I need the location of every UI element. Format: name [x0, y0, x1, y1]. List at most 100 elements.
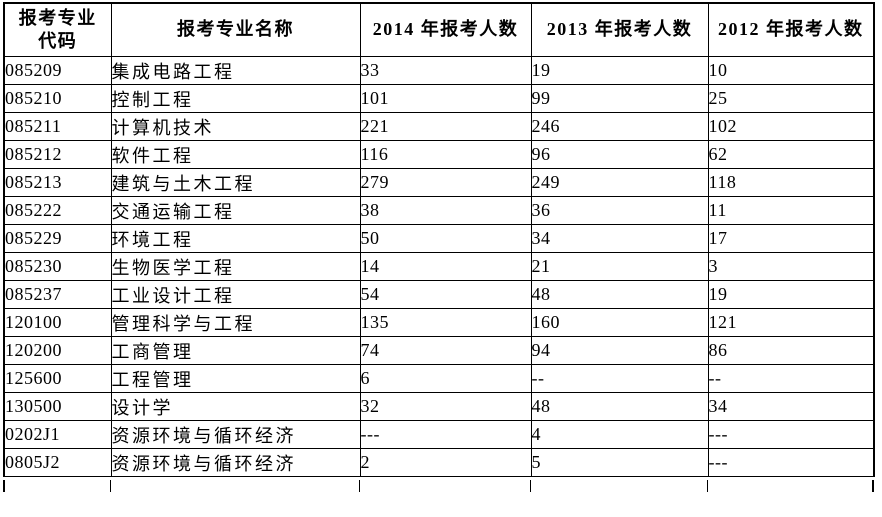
table-row: 120100 管理科学与工程 135 160 121 — [3, 308, 875, 337]
applicant-count-cell: --- — [359, 420, 532, 449]
major-name-cell: 工业设计工程 — [110, 280, 361, 309]
major-name-cell: 工商管理 — [110, 336, 361, 365]
applicant-count-cell: 86 — [707, 336, 875, 365]
applicant-count-cell: 36 — [530, 196, 709, 225]
column-header-1: 报考专业名称 — [110, 2, 361, 57]
applicant-count-cell: 11 — [707, 196, 875, 225]
major-code-cell: 0805J2 — [3, 448, 112, 477]
table-row: 085212 软件工程 116 96 62 — [3, 140, 875, 169]
major-code-cell: 130500 — [3, 392, 112, 421]
table-row: 085209 集成电路工程 33 19 10 — [3, 56, 875, 85]
major-code-cell: 085213 — [3, 168, 112, 197]
major-code-cell: 085209 — [3, 56, 112, 85]
applicant-count-cell: 62 — [707, 140, 875, 169]
major-code-cell: 120200 — [3, 336, 112, 365]
major-name-cell: 控制工程 — [110, 84, 361, 113]
applicant-count-cell: -- — [707, 364, 875, 393]
applicant-count-cell: 4 — [530, 420, 709, 449]
major-code-cell: 085229 — [3, 224, 112, 253]
applicant-count-cell: --- — [707, 420, 875, 449]
applicant-count-cell: 19 — [530, 56, 709, 85]
major-code-cell: 085210 — [3, 84, 112, 113]
applicant-count-cell: 38 — [359, 196, 532, 225]
applicant-count-cell: 2 — [359, 448, 532, 477]
major-code-cell: 085211 — [3, 112, 112, 141]
applicant-count-cell: 14 — [359, 252, 532, 281]
applicant-count-cell: 50 — [359, 224, 532, 253]
cutoff-vertical-line — [110, 480, 111, 492]
major-name-cell: 资源环境与循环经济 — [110, 420, 361, 449]
applicant-count-cell: 54 — [359, 280, 532, 309]
applicant-count-cell: 10 — [707, 56, 875, 85]
major-name-cell: 资源环境与循环经济 — [110, 448, 361, 477]
cutoff-vertical-line — [707, 480, 708, 492]
applicant-count-cell: --- — [707, 448, 875, 477]
major-code-cell: 085237 — [3, 280, 112, 309]
header-row: 报考专业 代码 报考专业名称 2014 年报考人数 2013 年报考人数 2012 年报… — [3, 2, 875, 57]
applicant-count-cell: 249 — [530, 168, 709, 197]
major-name-cell: 设计学 — [110, 392, 361, 421]
cutoff-vertical-line — [872, 480, 874, 492]
applicants-table-container: 报考专业 代码 报考专业名称 2014 年报考人数 2013 年报考人数 2012 年报… — [3, 2, 875, 477]
major-name-cell: 交通运输工程 — [110, 196, 361, 225]
applicant-count-cell: 279 — [359, 168, 532, 197]
major-code-cell: 085230 — [3, 252, 112, 281]
applicant-count-cell: 99 — [530, 84, 709, 113]
table-row: 085211 计算机技术 221 246 102 — [3, 112, 875, 141]
table-row: 130500 设计学 32 48 34 — [3, 392, 875, 421]
cutoff-vertical-line — [359, 480, 360, 492]
column-header-3: 2013 年报考人数 — [530, 2, 709, 57]
cutoff-vertical-line — [3, 480, 5, 492]
major-name-cell: 集成电路工程 — [110, 56, 361, 85]
table-row: 085210 控制工程 101 99 25 — [3, 84, 875, 113]
applicant-count-cell: 116 — [359, 140, 532, 169]
applicant-count-cell: 121 — [707, 308, 875, 337]
applicant-count-cell: 34 — [707, 392, 875, 421]
applicant-count-cell: 6 — [359, 364, 532, 393]
major-code-cell: 120100 — [3, 308, 112, 337]
applicant-count-cell: 160 — [530, 308, 709, 337]
table-body: 085209 集成电路工程 33 19 10 085210 控制工程 101 99 25 08521… — [3, 56, 875, 477]
table-row: 085213 建筑与土木工程 279 249 118 — [3, 168, 875, 197]
major-name-cell: 建筑与土木工程 — [110, 168, 361, 197]
column-header-0: 报考专业 代码 — [3, 2, 112, 57]
table-row: 085237 工业设计工程 54 48 19 — [3, 280, 875, 309]
applicant-count-cell: 17 — [707, 224, 875, 253]
applicant-count-cell: 33 — [359, 56, 532, 85]
table-row: 120200 工商管理 74 94 86 — [3, 336, 875, 365]
applicant-count-cell: 48 — [530, 392, 709, 421]
major-code-cell: 085222 — [3, 196, 112, 225]
major-name-cell: 软件工程 — [110, 140, 361, 169]
table-row: 085229 环境工程 50 34 17 — [3, 224, 875, 253]
major-name-cell: 工程管理 — [110, 364, 361, 393]
applicant-count-cell: 5 — [530, 448, 709, 477]
table-row: 0202J1 资源环境与循环经济 --- 4 --- — [3, 420, 875, 449]
table-row: 0805J2 资源环境与循环经济 2 5 --- — [3, 448, 875, 477]
applicant-count-cell: 102 — [707, 112, 875, 141]
applicant-count-cell: 96 — [530, 140, 709, 169]
applicant-count-cell: 135 — [359, 308, 532, 337]
column-header-4: 2012 年报考人数 — [707, 2, 875, 57]
table-header: 报考专业 代码 报考专业名称 2014 年报考人数 2013 年报考人数 2012 年报… — [3, 2, 875, 57]
column-header-2: 2014 年报考人数 — [359, 2, 532, 57]
major-name-cell: 生物医学工程 — [110, 252, 361, 281]
table-row: 125600 工程管理 6 -- -- — [3, 364, 875, 393]
applicant-count-cell: 25 — [707, 84, 875, 113]
applicant-count-cell: 32 — [359, 392, 532, 421]
applicant-count-cell: 21 — [530, 252, 709, 281]
major-code-cell: 125600 — [3, 364, 112, 393]
applicant-count-cell: 19 — [707, 280, 875, 309]
applicants-table: 报考专业 代码 报考专业名称 2014 年报考人数 2013 年报考人数 2012 年报… — [3, 2, 875, 477]
applicant-count-cell: 94 — [530, 336, 709, 365]
applicant-count-cell: 48 — [530, 280, 709, 309]
applicant-count-cell: 246 — [530, 112, 709, 141]
major-name-cell: 环境工程 — [110, 224, 361, 253]
table-row: 085222 交通运输工程 38 36 11 — [3, 196, 875, 225]
table-row: 085230 生物医学工程 14 21 3 — [3, 252, 875, 281]
major-name-cell: 计算机技术 — [110, 112, 361, 141]
major-code-cell: 0202J1 — [3, 420, 112, 449]
major-code-cell: 085212 — [3, 140, 112, 169]
applicant-count-cell: 34 — [530, 224, 709, 253]
applicant-count-cell: -- — [530, 364, 709, 393]
